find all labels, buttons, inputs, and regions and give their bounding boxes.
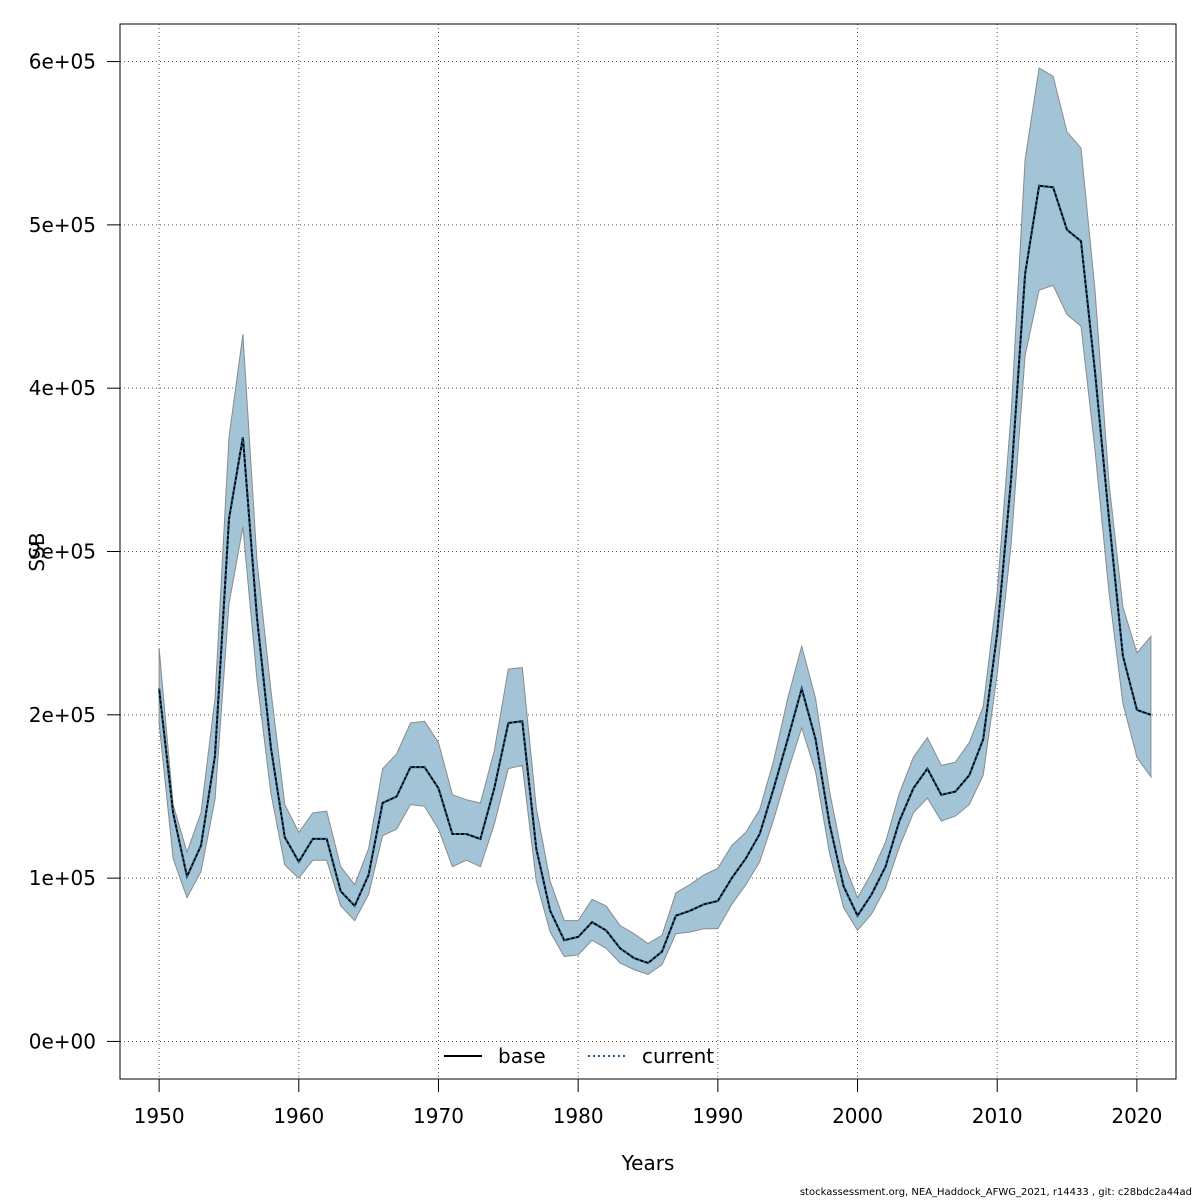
x-tick-label: 2000 [832,1104,883,1128]
x-tick-label: 2020 [1111,1104,1162,1128]
x-tick-label: 1970 [413,1104,464,1128]
legend: base current [444,1044,714,1068]
series-lines [158,184,1152,965]
x-axis-title: Years [621,1151,675,1175]
y-axis-title: SSB [25,532,49,571]
y-tick-label: 6e+05 [29,50,96,74]
y-tick-label: 4e+05 [29,376,96,400]
x-tick-label: 2010 [972,1104,1023,1128]
y-axis: 0e+00 1e+05 2e+05 3e+05 4e+05 5e+05 6e+05 [29,50,121,1053]
x-axis: 1950 1960 1970 1980 1990 2000 2010 2020 [134,1078,1162,1128]
x-tick-label: 1980 [553,1104,604,1128]
footer-credit: stockassessment.org, NEA_Haddock_AFWG_20… [799,1187,1192,1198]
confidence-band [158,67,1152,976]
y-tick-label: 5e+05 [29,213,96,237]
y-tick-label: 3e+05 [29,540,96,564]
y-tick-label: 0e+00 [29,1029,96,1053]
legend-base-label: base [498,1044,546,1068]
grid-lines [120,24,1176,1079]
x-tick-label: 1990 [692,1104,743,1128]
y-tick-label: 2e+05 [29,703,96,727]
x-tick-label: 1960 [273,1104,324,1128]
legend-current-label: current [642,1044,714,1068]
y-tick-label: 1e+05 [29,866,96,890]
x-tick-label: 1950 [134,1104,185,1128]
series-line-base [158,184,1152,965]
